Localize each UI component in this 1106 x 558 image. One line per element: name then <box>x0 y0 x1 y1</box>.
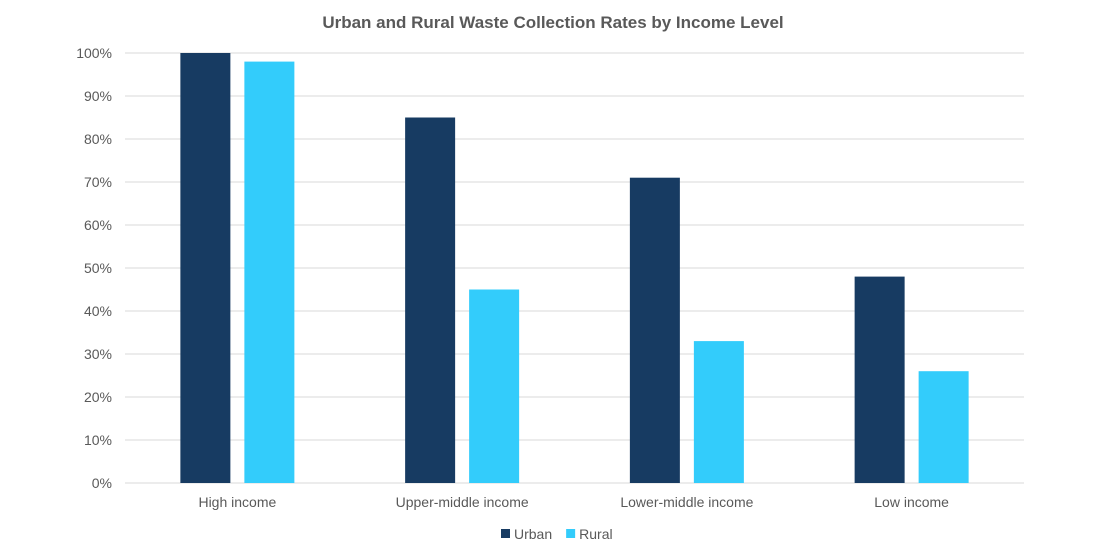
y-tick-label: 80% <box>84 131 112 147</box>
legend-swatch-urban <box>501 529 510 538</box>
y-tick-label: 10% <box>84 432 112 448</box>
y-tick-label: 90% <box>84 88 112 104</box>
bars <box>180 53 969 483</box>
bar-rural <box>469 289 520 483</box>
bar-urban <box>180 53 231 483</box>
x-tick-label: High income <box>198 494 276 510</box>
legend-label-urban: Urban <box>514 526 552 542</box>
bar-urban <box>854 276 905 483</box>
bar-urban <box>629 177 680 483</box>
y-tick-label: 100% <box>76 45 112 61</box>
y-tick-label: 30% <box>84 346 112 362</box>
x-tick-label: Lower-middle income <box>620 494 753 510</box>
x-tick-label: Low income <box>874 494 949 510</box>
x-tick-label: Upper-middle income <box>396 494 529 510</box>
bar-rural <box>693 341 744 483</box>
x-axis-ticks: High income Upper-middle income Lower-midd… <box>198 494 949 510</box>
bar-urban <box>405 117 456 483</box>
y-tick-label: 40% <box>84 303 112 319</box>
y-tick-label: 20% <box>84 389 112 405</box>
legend: Urban Rural <box>501 526 613 542</box>
y-tick-label: 60% <box>84 217 112 233</box>
y-tick-label: 0% <box>92 475 112 491</box>
bar-rural <box>244 61 295 483</box>
bar-rural <box>918 371 969 483</box>
legend-swatch-rural <box>566 529 576 538</box>
legend-label-rural: Rural <box>579 526 612 542</box>
y-axis-ticks: 0% 10% 20% 30% 40% 50% 60% 70% 80% 90% 100% <box>76 45 112 491</box>
chart-title: Urban and Rural Waste Collection Rates b… <box>322 13 783 32</box>
y-tick-label: 70% <box>84 174 112 190</box>
y-tick-label: 50% <box>84 260 112 276</box>
